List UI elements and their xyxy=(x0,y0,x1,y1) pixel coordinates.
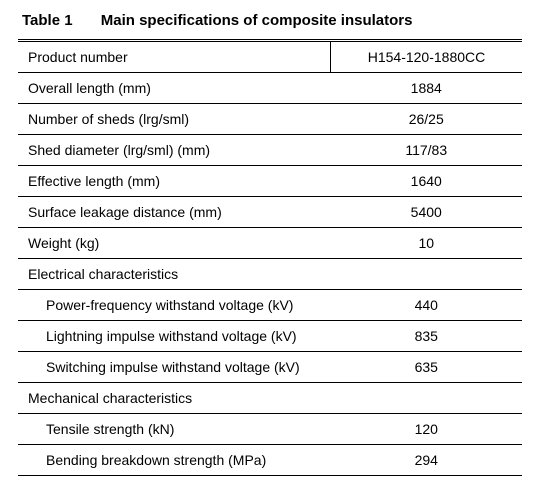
table-row: Tensile strength (kN)120 xyxy=(18,414,522,445)
row-label: Switching impulse withstand voltage (kV) xyxy=(18,352,330,383)
table-row: Electrical characteristics xyxy=(18,259,522,290)
row-value: 635 xyxy=(330,352,522,383)
row-value: 5400 xyxy=(330,197,522,228)
table-row: Power-frequency withstand voltage (kV)44… xyxy=(18,290,522,321)
row-label: Power-frequency withstand voltage (kV) xyxy=(18,290,330,321)
specifications-table: Product number H154-120-1880CC Overall l… xyxy=(18,39,522,476)
table-number: Table 1 xyxy=(22,12,73,29)
row-label: Electrical characteristics xyxy=(18,259,330,290)
row-value: 1640 xyxy=(330,166,522,197)
table-row: Weight (kg)10 xyxy=(18,228,522,259)
row-label: Weight (kg) xyxy=(18,228,330,259)
row-value: 294 xyxy=(330,445,522,476)
row-value: 835 xyxy=(330,321,522,352)
header-product-number: Product number xyxy=(18,41,330,73)
table-row: Mechanical characteristics xyxy=(18,383,522,414)
table-row: Lightning impulse withstand voltage (kV)… xyxy=(18,321,522,352)
row-label: Mechanical characteristics xyxy=(18,383,330,414)
row-value: 10 xyxy=(330,228,522,259)
row-value xyxy=(330,383,522,414)
table-row: Effective length (mm)1640 xyxy=(18,166,522,197)
table-body: Overall length (mm)1884Number of sheds (… xyxy=(18,73,522,476)
row-value: 1884 xyxy=(330,73,522,104)
table-header-row: Product number H154-120-1880CC xyxy=(18,41,522,73)
row-label: Lightning impulse withstand voltage (kV) xyxy=(18,321,330,352)
row-label: Surface leakage distance (mm) xyxy=(18,197,330,228)
table-caption: Table 1 Main specifications of composite… xyxy=(18,12,522,29)
row-label: Shed diameter (lrg/sml) (mm) xyxy=(18,135,330,166)
row-label: Number of sheds (lrg/sml) xyxy=(18,104,330,135)
table-title: Main specifications of composite insulat… xyxy=(101,12,413,29)
table-row: Number of sheds (lrg/sml)26/25 xyxy=(18,104,522,135)
table-row: Switching impulse withstand voltage (kV)… xyxy=(18,352,522,383)
row-value: 440 xyxy=(330,290,522,321)
row-label: Effective length (mm) xyxy=(18,166,330,197)
row-value: 117/83 xyxy=(330,135,522,166)
row-value: 26/25 xyxy=(330,104,522,135)
table-row: Surface leakage distance (mm)5400 xyxy=(18,197,522,228)
table-row: Bending breakdown strength (MPa)294 xyxy=(18,445,522,476)
row-label: Bending breakdown strength (MPa) xyxy=(18,445,330,476)
row-label: Overall length (mm) xyxy=(18,73,330,104)
table-row: Shed diameter (lrg/sml) (mm)117/83 xyxy=(18,135,522,166)
row-value: 120 xyxy=(330,414,522,445)
table-row: Overall length (mm)1884 xyxy=(18,73,522,104)
row-label: Tensile strength (kN) xyxy=(18,414,330,445)
row-value xyxy=(330,259,522,290)
header-model-code: H154-120-1880CC xyxy=(330,41,522,73)
